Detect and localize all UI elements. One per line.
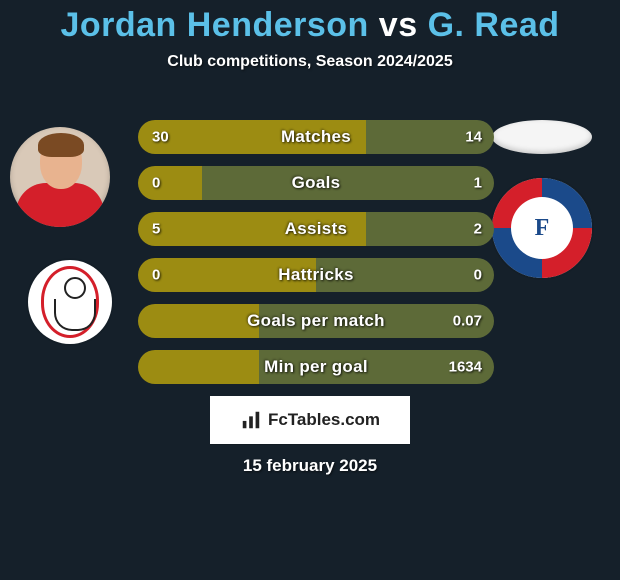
stat-value-left: 0 xyxy=(152,267,160,284)
player-left-hair xyxy=(38,133,84,157)
stat-seg-left xyxy=(138,350,259,384)
stat-row-goals: Goals 0 1 xyxy=(138,166,494,200)
subtitle: Club competitions, Season 2024/2025 xyxy=(0,53,620,71)
title-player1: Jordan Henderson xyxy=(60,6,368,44)
stat-value-right: 1 xyxy=(474,175,482,192)
brand-text: FcTables.com xyxy=(268,410,380,430)
stat-value-right: 14 xyxy=(465,129,482,146)
player-right-photo-placeholder xyxy=(492,120,592,154)
page-title: Jordan Henderson vs G. Read xyxy=(0,0,620,45)
stat-value-right: 0.07 xyxy=(453,313,482,330)
stat-row-goals-per-match: Goals per match 0.07 xyxy=(138,304,494,338)
brand-pill: FcTables.com xyxy=(210,396,410,444)
ajax-crest-icon xyxy=(41,266,99,338)
stat-value-right: 0 xyxy=(474,267,482,284)
stat-value-right: 1634 xyxy=(449,359,482,376)
stat-label: Hattricks xyxy=(278,265,353,285)
stat-label: Goals per match xyxy=(247,311,385,331)
footer-date: 15 february 2025 xyxy=(0,456,620,476)
stat-value-left: 0 xyxy=(152,175,160,192)
player-left-photo xyxy=(10,127,110,227)
player-left-shirt xyxy=(16,183,104,227)
stat-label: Min per goal xyxy=(264,357,368,377)
stat-seg-left xyxy=(138,166,202,200)
stat-row-min-per-goal: Min per goal 1634 xyxy=(138,350,494,384)
title-player2: G. Read xyxy=(428,6,560,44)
club-badge-right: F xyxy=(492,178,592,278)
stat-value-left: 30 xyxy=(152,129,169,146)
stat-value-right: 2 xyxy=(474,221,482,238)
stat-row-hattricks: Hattricks 0 0 xyxy=(138,258,494,292)
feyenoord-crest-letter: F xyxy=(511,197,573,259)
stat-seg-left xyxy=(138,304,259,338)
stat-label: Matches xyxy=(281,127,351,147)
stat-value-left: 5 xyxy=(152,221,160,238)
stat-row-matches: Matches 30 14 xyxy=(138,120,494,154)
stat-label: Goals xyxy=(292,173,341,193)
stat-label: Assists xyxy=(285,219,348,239)
stat-seg-right xyxy=(202,166,494,200)
club-badge-left xyxy=(28,260,112,344)
stat-row-assists: Assists 5 2 xyxy=(138,212,494,246)
bar-chart-icon xyxy=(240,409,262,431)
comparison-bars: Matches3014Goals01Assists52Hattricks00Go… xyxy=(138,120,494,396)
title-vs: vs xyxy=(379,6,418,44)
feyenoord-crest-icon: F xyxy=(492,178,592,278)
